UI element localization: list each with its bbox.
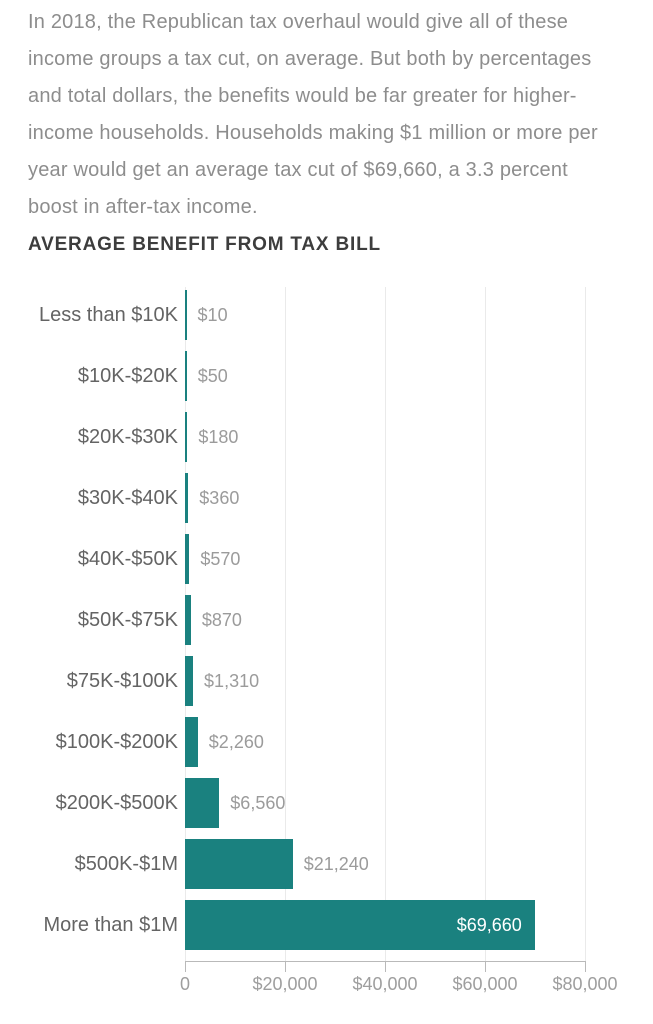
- category-label: More than $1M: [43, 914, 178, 936]
- category-label: $10K-$20K: [77, 365, 178, 387]
- gridline: [385, 287, 386, 961]
- bar: [185, 412, 188, 462]
- value-label: $2,260: [208, 732, 264, 752]
- bar: [185, 717, 198, 767]
- x-axis-tick: [385, 961, 386, 972]
- value-label: $50: [197, 366, 228, 386]
- value-label: $69,660: [456, 915, 522, 935]
- bar: [185, 778, 220, 828]
- x-tick-label: 0: [179, 974, 190, 994]
- gridline: [585, 287, 586, 961]
- x-tick-label: $60,000: [452, 974, 518, 994]
- bar: [185, 839, 293, 889]
- value-label: $360: [199, 488, 240, 508]
- category-label: $20K-$30K: [77, 426, 178, 448]
- x-tick-label: $80,000: [552, 974, 618, 994]
- bar: [185, 534, 190, 584]
- gridline: [285, 287, 286, 961]
- category-label: $40K-$50K: [77, 548, 178, 570]
- x-axis-tick: [185, 961, 186, 972]
- bar: [185, 900, 535, 950]
- x-axis-tick: [585, 961, 586, 972]
- category-label: $50K-$75K: [77, 609, 178, 631]
- value-label: $10: [197, 305, 228, 325]
- category-label: $75K-$100K: [66, 670, 178, 692]
- value-label: $570: [200, 549, 241, 569]
- category-label: $30K-$40K: [77, 487, 178, 509]
- category-label: $500K-$1M: [74, 853, 178, 875]
- value-label: $180: [198, 427, 239, 447]
- x-tick-label: $40,000: [352, 974, 418, 994]
- category-label: $200K-$500K: [55, 792, 178, 814]
- category-label: Less than $10K: [39, 304, 178, 326]
- x-axis-tick: [285, 961, 286, 972]
- bar: [185, 351, 187, 401]
- x-tick-label: $20,000: [252, 974, 318, 994]
- chart-title: AVERAGE BENEFIT FROM TAX BILL: [28, 234, 381, 255]
- value-label: $6,560: [230, 793, 286, 813]
- value-label: $21,240: [303, 854, 369, 874]
- intro-paragraph: In 2018, the Republican tax overhaul wou…: [28, 11, 598, 218]
- value-label: $870: [201, 610, 242, 630]
- bar: [185, 473, 189, 523]
- bar: [185, 290, 187, 340]
- bar: [185, 595, 191, 645]
- value-label: $1,310: [204, 671, 260, 691]
- bar: [185, 656, 194, 706]
- gridline: [485, 287, 486, 961]
- category-label: $100K-$200K: [55, 731, 178, 753]
- x-axis-tick: [485, 961, 486, 972]
